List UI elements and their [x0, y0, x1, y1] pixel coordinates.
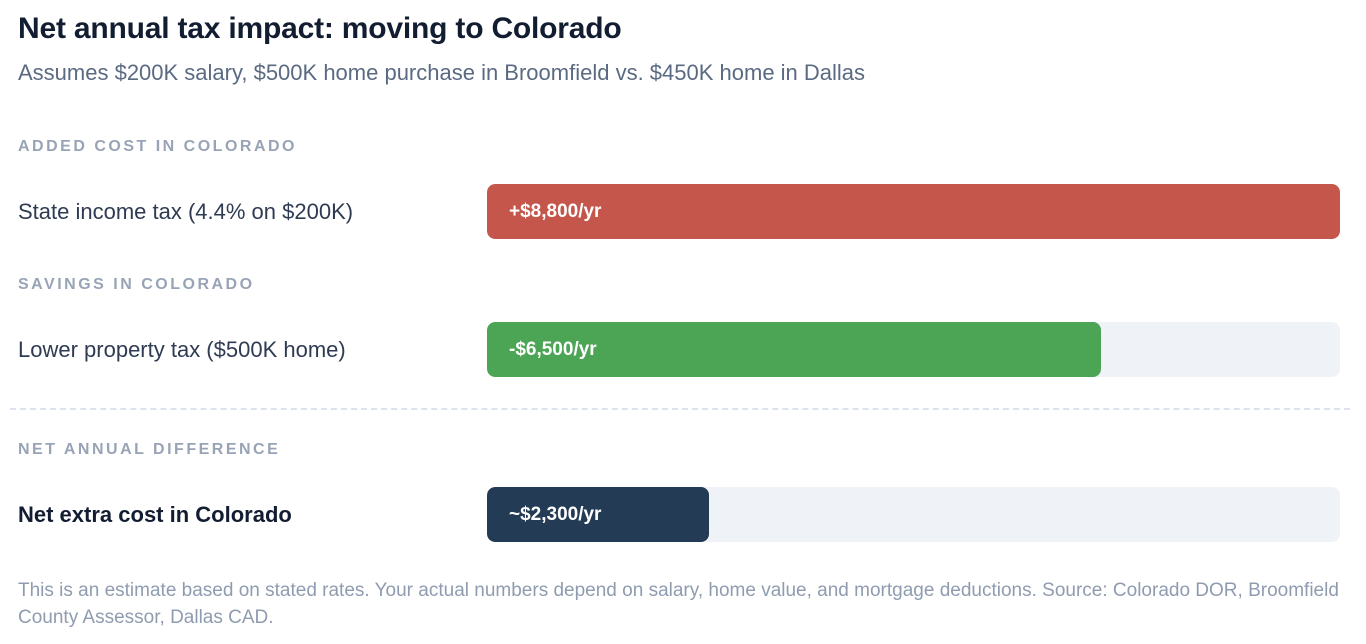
bar-value-label-income-tax: +$8,800/yr	[509, 200, 602, 222]
bar-track-net-cost: ~$2,300/yr	[487, 487, 1340, 542]
chart-row-property-tax: Lower property tax ($500K home) -$6,500/…	[18, 322, 1340, 377]
row-label-property-tax: Lower property tax ($500K home)	[18, 336, 346, 362]
bar-property-tax: -$6,500/yr	[487, 322, 1102, 377]
section-header-savings: SAVINGS IN COLORADO	[18, 276, 255, 293]
page-title: Net annual tax impact: moving to Colorad…	[18, 12, 622, 45]
bar-net-cost: ~$2,300/yr	[487, 487, 709, 542]
bar-value-label-net-cost: ~$2,300/yr	[509, 503, 602, 525]
row-label-income-tax: State income tax (4.4% on $200K)	[18, 198, 354, 224]
bar-income-tax: +$8,800/yr	[487, 184, 1340, 239]
chart-row-net-cost: Net extra cost in Colorado ~$2,300/yr	[18, 487, 1340, 542]
bar-track-income-tax: +$8,800/yr	[487, 184, 1340, 239]
row-label-net-cost: Net extra cost in Colorado	[18, 501, 292, 527]
bar-value-label-property-tax: -$6,500/yr	[509, 338, 597, 360]
section-header-added-cost: ADDED COST IN COLORADO	[18, 138, 297, 155]
section-header-net-difference: NET ANNUAL DIFFERENCE	[18, 441, 281, 458]
chart-row-income-tax: State income tax (4.4% on $200K) +$8,800…	[18, 184, 1340, 239]
bar-track-property-tax: -$6,500/yr	[487, 322, 1340, 377]
page-subtitle: Assumes $200K salary, $500K home purchas…	[18, 60, 866, 85]
dashed-divider	[10, 408, 1350, 410]
footnote: This is an estimate based on stated rate…	[18, 580, 1339, 628]
